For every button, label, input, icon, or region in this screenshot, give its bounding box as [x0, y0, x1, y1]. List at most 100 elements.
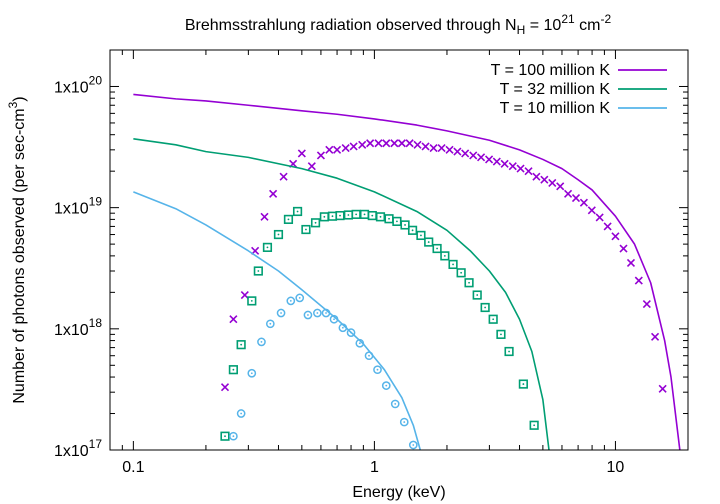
data-point-x — [516, 164, 525, 173]
data-point-square — [518, 379, 528, 389]
data-point-x — [413, 140, 422, 149]
data-point-x — [626, 258, 636, 267]
data-point-x — [540, 175, 549, 184]
y-tick-label: 1x1020 — [54, 73, 102, 96]
data-point-square — [464, 278, 474, 288]
series-points-2 — [220, 206, 539, 441]
data-point-square — [456, 268, 466, 278]
data-point-x — [603, 222, 612, 231]
data-point-x — [524, 167, 533, 176]
data-point-x — [307, 162, 316, 171]
data-point-circle — [390, 399, 400, 409]
data-point-circle — [229, 431, 238, 441]
legend-label-1: T = 100 million K — [491, 62, 611, 79]
data-point-square — [448, 259, 458, 270]
data-point-x — [240, 290, 249, 300]
data-point-square — [310, 218, 321, 228]
data-point-square — [400, 220, 410, 230]
data-point-square — [253, 266, 263, 276]
series-points-1 — [220, 139, 667, 393]
data-point-square — [273, 229, 284, 240]
data-point-x — [437, 144, 446, 153]
data-point-x — [484, 155, 494, 164]
data-point-square — [375, 212, 386, 222]
data-point-square — [292, 206, 303, 217]
data-point-square — [407, 225, 418, 235]
data-point-circle — [399, 417, 409, 427]
data-point-x — [405, 139, 414, 148]
data-point-x — [269, 189, 278, 198]
data-point-x — [548, 178, 557, 187]
data-point-x — [349, 142, 358, 151]
data-point-x — [341, 144, 350, 153]
legend: T = 100 million K T = 32 million K T = 10 … — [491, 62, 667, 117]
data-point-x — [429, 144, 438, 153]
data-point-circle — [286, 296, 296, 306]
plot-area — [133, 93, 681, 450]
y-axis-label: Number of photons observed (per sec-cm3) — [6, 96, 28, 403]
data-point-circle — [329, 314, 339, 324]
data-point-x — [397, 139, 406, 148]
data-point-x — [229, 315, 238, 324]
data-point-x — [579, 198, 588, 207]
data-point-square — [220, 431, 230, 441]
data-point-circle — [321, 308, 331, 318]
data-point-x — [476, 153, 486, 162]
y-tick-label: 1x1018 — [54, 316, 102, 339]
data-point-circle — [373, 365, 382, 375]
data-point-x — [556, 182, 565, 191]
data-point-x — [571, 193, 581, 203]
data-point-x — [611, 232, 620, 241]
legend-label-3: T = 10 million K — [500, 100, 611, 117]
data-point-square — [504, 346, 514, 357]
data-point-x — [469, 151, 478, 160]
y-tick-label: 1x1017 — [54, 437, 102, 460]
data-point-x — [260, 212, 269, 221]
data-point-x — [332, 145, 342, 154]
x-axis-label: Energy (keV) — [352, 484, 445, 501]
data-point-square — [472, 290, 482, 300]
data-point-circle — [313, 308, 322, 318]
data-point-square — [283, 214, 294, 224]
data-point-circle — [247, 368, 257, 378]
data-point-x — [445, 145, 454, 154]
data-point-square — [529, 420, 539, 430]
data-point-x — [461, 149, 470, 158]
data-point-x — [297, 149, 306, 158]
series-line-3 — [133, 191, 422, 450]
data-point-circle — [276, 308, 286, 318]
data-point-square — [262, 242, 273, 252]
x-tick-label: 10 — [607, 459, 625, 476]
data-point-x — [220, 383, 230, 392]
legend-label-2: T = 32 million K — [500, 81, 611, 98]
data-point-square — [480, 302, 490, 313]
data-point-x — [390, 139, 399, 148]
data-point-x — [382, 139, 391, 148]
data-point-x — [532, 172, 541, 181]
data-point-x — [500, 159, 509, 168]
series-line-1 — [133, 93, 681, 450]
data-point-x — [374, 139, 383, 148]
data-point-x — [325, 145, 334, 154]
data-point-x — [366, 139, 375, 148]
data-point-circle — [257, 337, 266, 347]
data-point-x — [316, 151, 325, 160]
data-point-square — [488, 314, 498, 324]
data-point-circle — [265, 319, 275, 329]
data-point-square — [236, 340, 246, 350]
data-point-x — [634, 276, 643, 285]
data-point-circle — [236, 409, 246, 418]
data-point-x — [619, 244, 628, 253]
data-point-x — [642, 300, 651, 309]
data-point-x — [453, 147, 462, 156]
data-point-circle — [346, 328, 356, 337]
data-point-x — [421, 142, 430, 151]
data-point-x — [508, 162, 517, 171]
data-point-circle — [355, 338, 365, 348]
plot-frame — [109, 49, 689, 451]
chart-title: Brehmsstrahlung radiation observed throu… — [185, 12, 612, 37]
data-point-circle — [364, 351, 374, 361]
data-point-square — [432, 243, 442, 254]
x-tick-label: 1 — [370, 459, 379, 476]
